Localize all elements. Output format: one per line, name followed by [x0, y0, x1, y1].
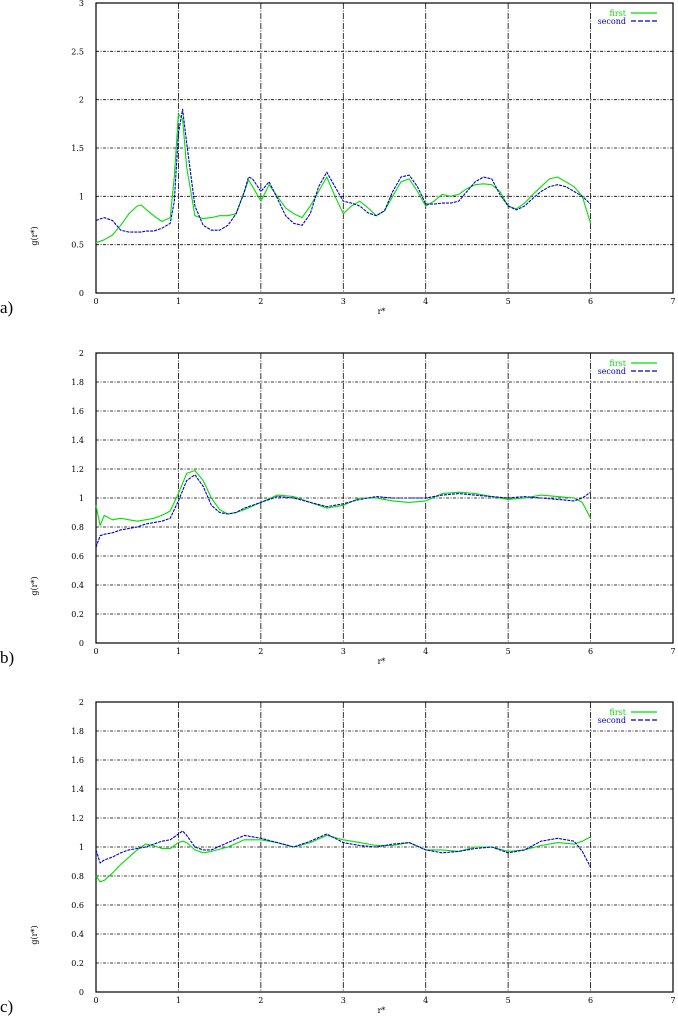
y-axis-label: g(r*) — [30, 226, 39, 245]
x-axis-label: r* — [378, 307, 386, 316]
y-axis-label: g(r*) — [30, 925, 39, 944]
series-second — [95, 830, 592, 868]
x-tick-label: 3 — [341, 297, 346, 306]
x-tick-label: 7 — [670, 297, 675, 306]
panel-label-c: c) — [0, 997, 14, 1016]
legend-first-label: first — [610, 708, 627, 717]
y-tick-label: 1.2 — [71, 814, 84, 823]
y-tick-label: 3 — [79, 0, 84, 8]
x-tick-label: 1 — [176, 996, 181, 1005]
x-tick-label: 4 — [423, 996, 428, 1005]
y-tick-label: 1.6 — [71, 407, 84, 416]
x-tick-label: 2 — [258, 996, 263, 1005]
x-tick-label: 1 — [176, 297, 181, 306]
y-tick-label: 0.4 — [71, 930, 84, 939]
y-tick-label: 1.8 — [71, 378, 84, 387]
legend-first-label: first — [610, 359, 627, 368]
x-tick-label: 0 — [93, 297, 98, 306]
y-tick-label: 2 — [79, 698, 84, 707]
x-tick-label: 6 — [588, 297, 593, 306]
legend-second-label: second — [598, 367, 626, 376]
y-tick-label: 0 — [79, 639, 84, 648]
y-axis-label: g(r*) — [30, 576, 39, 595]
y-tick-label: 0.5 — [71, 241, 84, 250]
x-tick-label: 3 — [341, 647, 346, 656]
x-tick-label: 6 — [588, 996, 593, 1005]
x-tick-label: 5 — [506, 996, 511, 1005]
x-axis-label: r* — [378, 1006, 386, 1015]
x-tick-label: 5 — [506, 647, 511, 656]
y-tick-label: 1.5 — [71, 144, 84, 153]
x-tick-label: 6 — [588, 647, 593, 656]
y-tick-label: 0.6 — [71, 552, 84, 561]
y-tick-label: 0.4 — [71, 581, 84, 590]
x-tick-label: 4 — [423, 297, 428, 306]
y-tick-label: 2 — [79, 96, 84, 105]
x-tick-label: 1 — [176, 647, 181, 656]
x-tick-label: 2 — [258, 297, 263, 306]
x-tick-label: 5 — [506, 297, 511, 306]
legend-first-label: first — [610, 9, 627, 18]
y-tick-label: 0 — [79, 289, 84, 298]
y-tick-label: 1 — [79, 192, 84, 201]
x-tick-label: 0 — [93, 647, 98, 656]
y-tick-label: 0.8 — [71, 523, 84, 532]
y-tick-label: 1 — [79, 843, 84, 852]
x-tick-label: 4 — [423, 647, 428, 656]
series-first — [95, 113, 592, 244]
panel-label-a: a) — [0, 298, 14, 317]
y-tick-label: 1.6 — [71, 756, 84, 765]
y-tick-label: 0.2 — [71, 610, 84, 619]
panel-label-b: b) — [0, 648, 15, 667]
panel-a: 0 0.5 1 1.5 2 2.5 3 0 1 2 3 4 5 6 7 r* g(r*) first second … — [0, 0, 678, 340]
series-second — [95, 474, 591, 548]
plot-b: 0 0.2 0.4 0.6 0.8 1 1.2 1.4 1.6 1.8 2 0 1 2 3 4 5 6 7 r* g(r… — [30, 349, 676, 666]
plot-frame — [95, 352, 674, 644]
x-tick-label: 2 — [258, 647, 263, 656]
panel-b: 0 0.2 0.4 0.6 0.8 1 1.2 1.4 1.6 1.8 2 0 1 2 3 4 5 6 7 r* g(r… — [0, 349, 676, 667]
y-tick-label: 2 — [79, 349, 84, 358]
legend-second-label: second — [598, 17, 626, 26]
y-tick-label: 1.2 — [71, 465, 84, 474]
y-tick-label: 0.2 — [71, 959, 84, 968]
y-tick-label: 2.5 — [71, 47, 84, 56]
x-tick-label: 7 — [670, 647, 675, 656]
x-axis-label: r* — [378, 657, 386, 666]
y-tick-label: 1.4 — [71, 436, 84, 445]
plot-frame — [95, 701, 674, 993]
x-tick-label: 3 — [341, 996, 346, 1005]
y-tick-label: 0.8 — [71, 872, 84, 881]
y-tick-label: 0.6 — [71, 901, 84, 910]
y-tick-label: 1 — [79, 494, 84, 503]
plot-frame — [95, 2, 674, 294]
y-tick-label: 1.4 — [71, 785, 84, 794]
legend-second-label: second — [598, 716, 626, 725]
x-tick-label: 7 — [670, 996, 675, 1005]
series-second — [95, 108, 591, 233]
x-tick-label: 0 — [93, 996, 98, 1005]
y-tick-label: 1.8 — [71, 727, 84, 736]
y-tick-label: 0 — [79, 988, 84, 997]
